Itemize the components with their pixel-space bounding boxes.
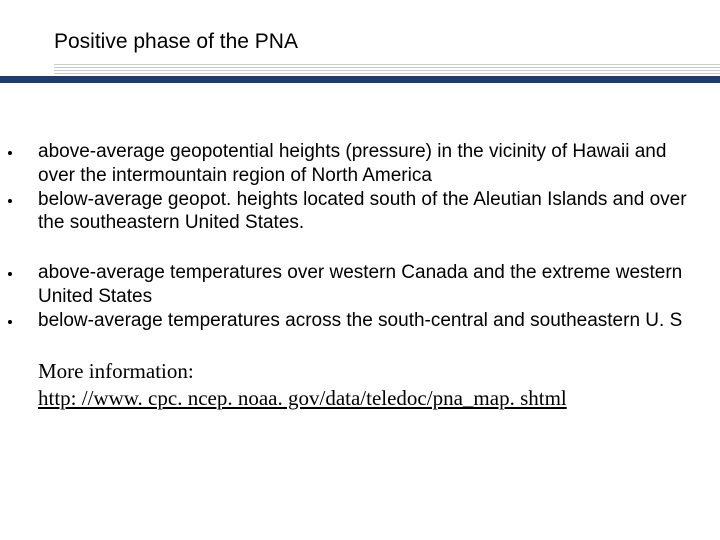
- list-item: below-average temperatures across the so…: [38, 309, 698, 333]
- list-item: above-average temperatures over western …: [38, 261, 698, 309]
- bullet-icon: [8, 151, 12, 155]
- bullet-icon: [8, 199, 12, 203]
- bullet-icon: [8, 272, 12, 276]
- list-item: below-average geopot. heights located so…: [38, 188, 698, 236]
- more-info-link[interactable]: http: //www. cpc. ncep. noaa. gov/data/t…: [38, 385, 698, 411]
- more-info-block: More information: http: //www. cpc. ncep…: [38, 358, 698, 411]
- bullet-text: above-average geopotential heights (pres…: [38, 140, 698, 188]
- title-divider: [0, 64, 720, 83]
- slide-title: Positive phase of the PNA: [54, 30, 684, 60]
- list-item: above-average geopotential heights (pres…: [38, 140, 698, 188]
- more-info-label: More information:: [38, 358, 698, 384]
- bullet-group-2: above-average temperatures over western …: [38, 261, 698, 332]
- bullet-text: below-average temperatures across the so…: [38, 309, 682, 333]
- bullet-text: below-average geopot. heights located so…: [38, 188, 698, 236]
- bullet-text: above-average temperatures over western …: [38, 261, 698, 309]
- bullet-group-1: above-average geopotential heights (pres…: [38, 140, 698, 235]
- bullet-icon: [8, 320, 12, 324]
